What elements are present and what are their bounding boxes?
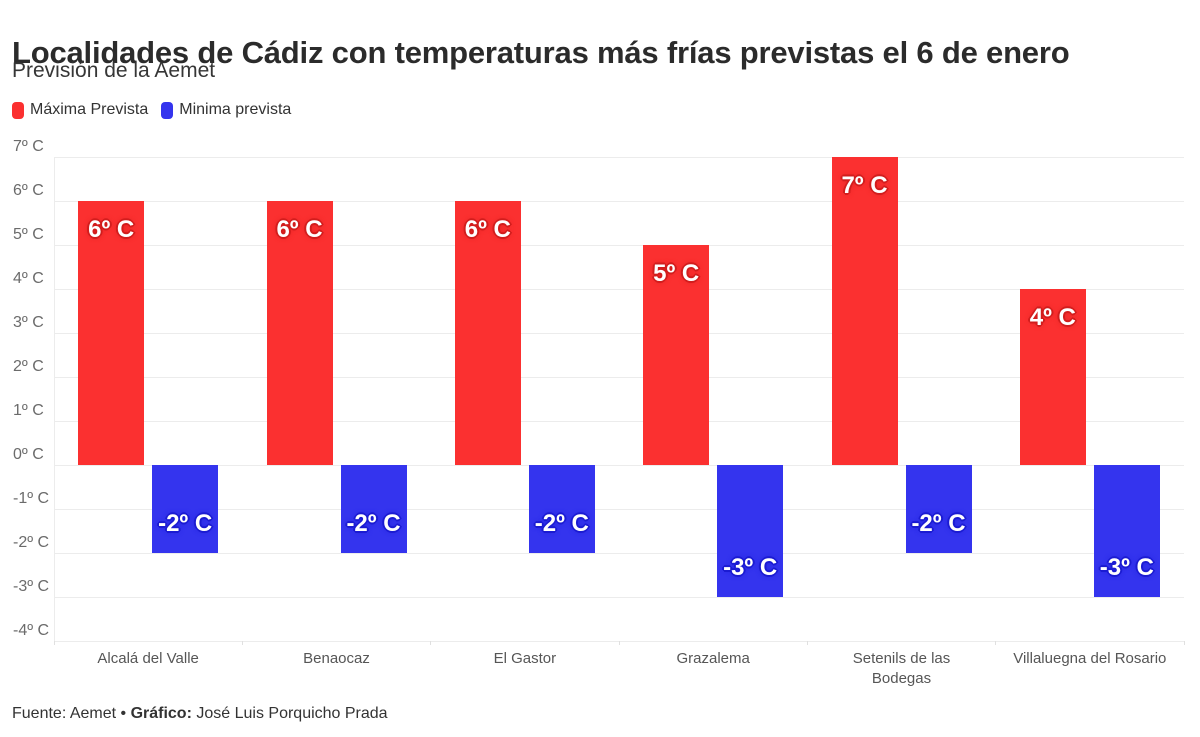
y-axis-tick-label: 2º C [13,358,44,375]
source-credit: Fuente: Aemet • Gráfico: José Luis Porqu… [12,702,1112,726]
y-axis-tick-label: 1º C [13,402,44,419]
y-axis-line [54,157,55,641]
gridline [54,288,1184,290]
bar-maxima [831,157,898,465]
source-text: Fuente: Aemet • [12,705,131,722]
legend-item-minima: Minima prevista [161,101,291,119]
gridline [54,332,1184,334]
bar-maxima [266,201,333,465]
legend: Máxima Prevista Minima prevista [12,100,304,120]
gridline [54,508,1184,510]
x-axis-tick [995,641,997,645]
legend-label-minima: Minima prevista [179,101,292,118]
bar-maxima [1019,289,1086,465]
gridline [54,244,1184,246]
y-axis-tick-label: 0º C [13,446,44,463]
bar-minima [340,465,407,553]
bar-minima [152,465,219,553]
gridline [54,596,1184,598]
x-axis-tick [53,641,55,645]
y-axis-tick-label: 3º C [13,314,44,331]
bar-value-label-minima: -2º C [346,510,401,537]
x-axis-tick [806,641,808,645]
page-title: Localidades de Cádiz con temperaturas má… [12,34,1070,70]
y-axis-tick-label: 7º C [13,138,44,155]
gridline [54,552,1184,554]
x-axis-label: Grazalema [676,650,750,667]
gridline [54,420,1184,422]
bar-value-label-maxima: 6º C [464,216,511,243]
bar-maxima [78,201,145,465]
x-axis-label: Setenils de las Bodegas [852,650,951,687]
x-axis-label: Benaocaz [303,650,370,667]
bar-value-label-minima: -2º C [158,510,213,537]
bar-maxima [454,201,521,465]
gridline [54,156,1184,158]
y-axis-tick-label: -4º C [13,622,50,639]
x-axis-tick [241,641,243,645]
y-axis-tick-label: 6º C [13,182,44,199]
x-axis-tick [430,641,432,645]
bar-value-label-maxima: 6º C [88,216,135,243]
bar-maxima [643,245,710,465]
bar-minima [905,465,972,553]
legend-label-maxima: Máxima Prevista [30,101,149,118]
x-axis-label: El Gastor [493,650,557,667]
gridline [54,376,1184,378]
bar-value-label-minima: -2º C [534,510,589,537]
bar-value-label-maxima: 5º C [653,260,700,287]
legend-swatch-minima-icon [161,101,174,119]
bar-value-label-maxima: 4º C [1029,304,1076,331]
x-axis-tick [618,641,620,645]
gridline [54,464,1184,466]
bar-value-label-maxima: 6º C [276,216,323,243]
x-axis-tick [1183,641,1185,645]
bar-value-label-minima: -3º C [723,554,778,581]
credit-text: José Luis Porquicho Prada [191,705,388,722]
bar-minima [1093,465,1160,597]
y-axis-tick-label: 5º C [13,226,44,243]
credit-label: Gráfico: [130,705,192,722]
x-axis-label: Alcalá del Valle [97,650,199,667]
y-axis-tick-label: 4º C [13,270,44,287]
legend-swatch-maxima-icon [12,101,24,119]
bar-value-label-maxima: 7º C [841,172,888,199]
legend-item-maxima: Máxima Prevista [12,101,148,119]
y-axis-tick-label: -3º C [13,578,50,595]
y-axis-tick-label: -1º C [13,490,50,507]
bar-value-label-minima: -2º C [911,510,966,537]
y-axis-tick-label: -2º C [13,534,50,551]
bar-minima [528,465,595,553]
gridline [54,200,1184,202]
bar-value-label-minima: -3º C [1099,554,1154,581]
x-axis-label: Villaluegna del Rosario [1013,650,1167,667]
chart-subtitle: Previsión de la Aemet [12,59,216,82]
bar-minima [717,465,784,597]
